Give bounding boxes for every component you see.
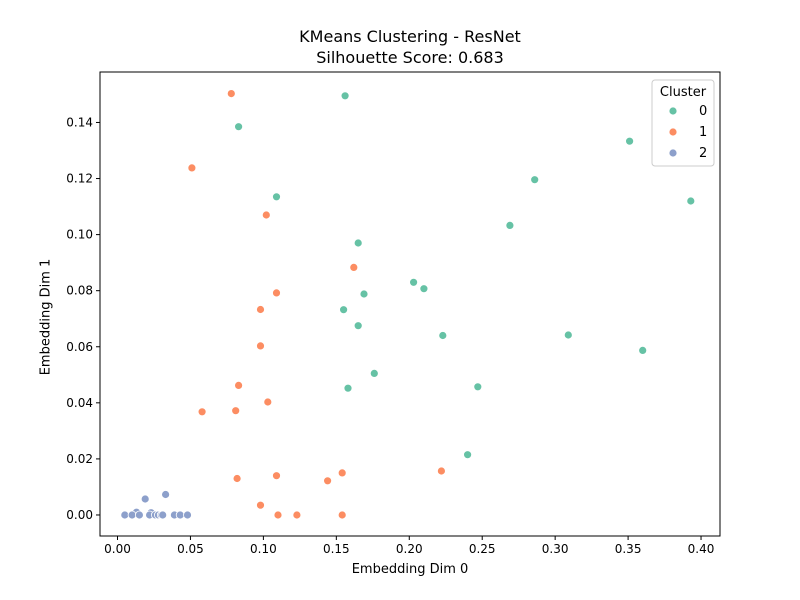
legend-marker-cluster-1: [668, 127, 678, 137]
data-point-cluster-1: [349, 262, 359, 272]
data-point-cluster-1: [256, 305, 265, 314]
y-axis-ticks: 0.00 0.02 0.04 0.06 0.08 0.10 0.12 0.14: [66, 115, 100, 522]
legend-label-cluster-0: 0: [699, 104, 707, 119]
data-point-cluster-0: [638, 345, 648, 355]
y-tick-label: 0.10: [66, 228, 93, 242]
data-point-cluster-0: [438, 331, 448, 340]
data-point-cluster-0: [505, 220, 515, 230]
data-point-cluster-2: [134, 510, 144, 520]
data-point-cluster-0: [563, 330, 573, 340]
x-axis-label: Embedding Dim 0: [351, 562, 469, 577]
data-point-cluster-0: [353, 238, 363, 248]
data-point-cluster-1: [292, 510, 302, 520]
legend-marker-cluster-2: [668, 148, 678, 158]
y-tick-label: 0.06: [66, 340, 93, 354]
data-point-cluster-2: [158, 510, 168, 520]
data-point-cluster-1: [337, 510, 347, 520]
x-tick-label: 0.30: [542, 542, 569, 556]
data-point-cluster-1: [232, 474, 242, 483]
data-point-cluster-1: [263, 397, 273, 407]
points-layer: [120, 89, 696, 520]
data-point-cluster-2: [120, 510, 130, 520]
x-tick-label: 0.05: [177, 542, 204, 556]
x-tick-label: 0.10: [250, 542, 277, 556]
data-point-cluster-2: [161, 490, 171, 499]
data-point-cluster-1: [273, 510, 283, 520]
data-point-cluster-1: [256, 341, 265, 351]
chart-subtitle: Silhouette Score: 0.683: [316, 48, 504, 67]
data-point-cluster-0: [473, 382, 483, 392]
data-point-cluster-1: [197, 407, 207, 417]
data-point-cluster-0: [409, 277, 419, 287]
data-point-cluster-1: [261, 210, 271, 220]
data-point-cluster-0: [272, 192, 281, 202]
legend-label-cluster-2: 2: [699, 146, 707, 161]
legend-items: 0 1 2: [668, 104, 707, 161]
plot-area-frame: [99, 71, 721, 537]
data-point-cluster-2: [175, 510, 185, 520]
data-point-cluster-0: [463, 450, 473, 460]
legend-marker-cluster-0: [668, 106, 678, 116]
x-tick-label: 0.20: [396, 542, 423, 556]
data-point-cluster-1: [323, 476, 333, 486]
data-point-cluster-0: [353, 321, 363, 331]
x-tick-label: 0.00: [104, 542, 131, 556]
data-point-cluster-0: [530, 175, 540, 185]
y-tick-label: 0.00: [66, 508, 93, 522]
y-tick-label: 0.12: [66, 172, 93, 186]
data-point-cluster-1: [272, 471, 281, 481]
data-point-cluster-1: [337, 468, 347, 478]
data-point-cluster-0: [234, 122, 244, 132]
legend-title: Cluster: [660, 85, 707, 100]
data-point-cluster-1: [256, 500, 265, 510]
data-point-cluster-0: [686, 196, 696, 206]
data-point-cluster-0: [339, 305, 349, 315]
data-point-cluster-2: [140, 494, 150, 504]
data-point-cluster-2: [127, 510, 137, 520]
data-point-cluster-2: [183, 510, 192, 520]
legend: Cluster 0 1 2: [651, 79, 715, 167]
data-point-cluster-0: [359, 289, 369, 299]
x-tick-label: 0.25: [469, 542, 496, 556]
x-axis-ticks: 0.00 0.05 0.10 0.15 0.20 0.25 0.30 0.35 0.40: [104, 536, 714, 556]
legend-box: [651, 79, 715, 167]
data-point-cluster-0: [340, 91, 350, 101]
data-point-cluster-0: [369, 368, 379, 378]
y-tick-label: 0.02: [66, 452, 93, 466]
data-point-cluster-1: [272, 288, 281, 298]
data-point-cluster-1: [226, 89, 236, 98]
x-tick-label: 0.15: [323, 542, 350, 556]
data-point-cluster-0: [419, 284, 429, 294]
chart-title: KMeans Clustering - ResNet: [299, 27, 521, 46]
data-point-cluster-0: [625, 136, 634, 146]
x-tick-label: 0.35: [615, 542, 642, 556]
y-tick-label: 0.08: [66, 284, 93, 298]
x-tick-label: 0.40: [688, 542, 715, 556]
y-tick-label: 0.14: [66, 115, 93, 129]
data-point-cluster-1: [234, 380, 244, 390]
data-point-cluster-1: [187, 163, 197, 173]
y-tick-label: 0.04: [66, 396, 93, 410]
data-point-cluster-0: [343, 383, 353, 393]
legend-label-cluster-1: 1: [699, 125, 707, 140]
data-point-cluster-1: [436, 466, 446, 476]
data-point-cluster-1: [231, 406, 241, 416]
